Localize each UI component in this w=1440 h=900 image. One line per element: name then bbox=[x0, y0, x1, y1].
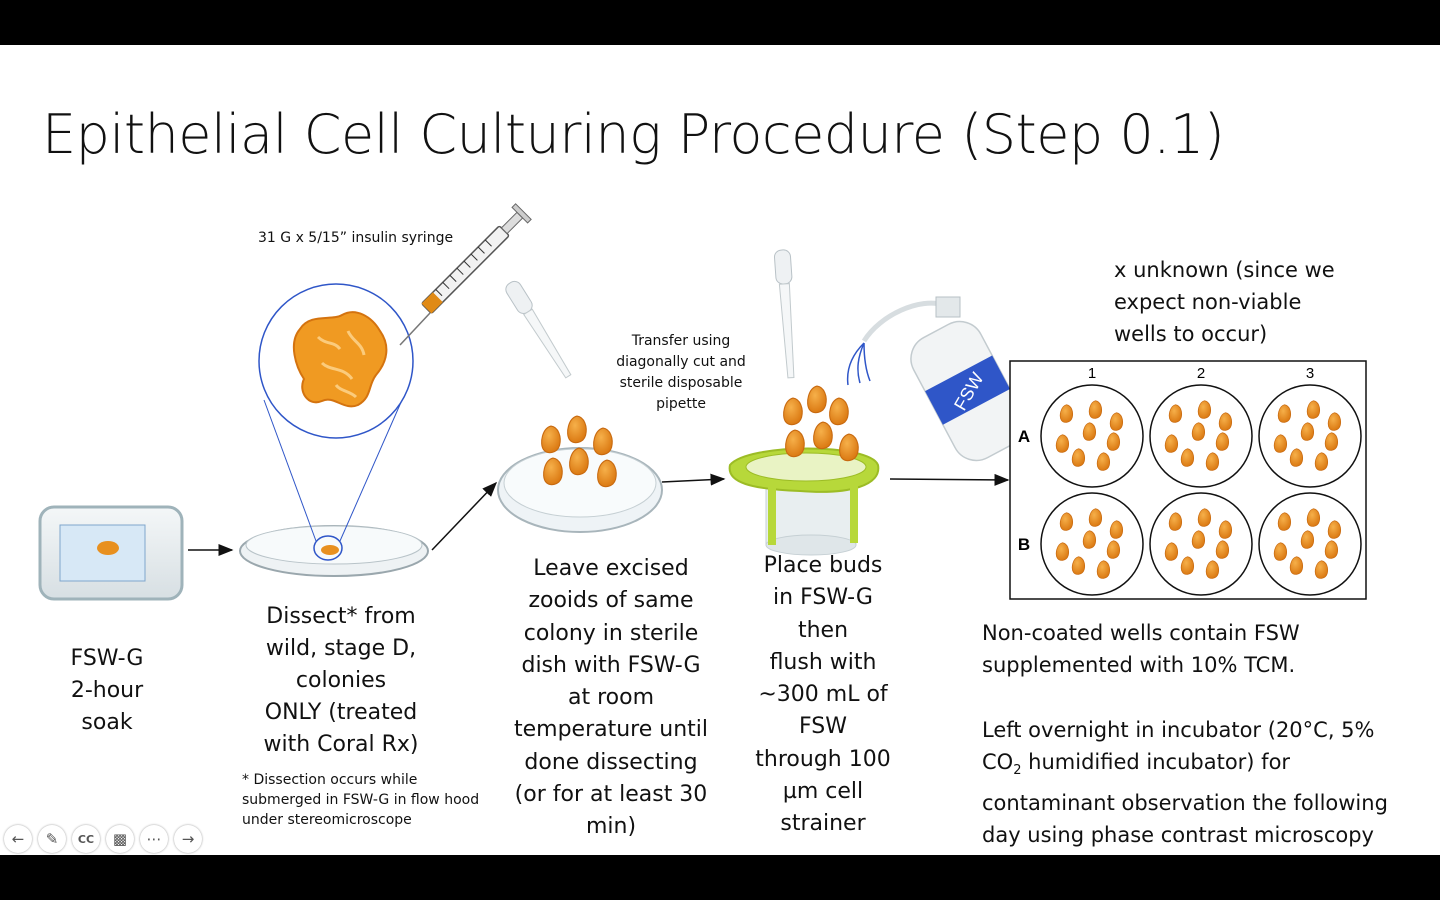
overnight-line-3: contaminant observation the following da… bbox=[982, 791, 1388, 848]
cc-icon[interactable]: CC bbox=[72, 825, 100, 853]
glass-container-icon bbox=[38, 505, 184, 601]
overnight-line-2: CO2 humidified incubator) for bbox=[982, 746, 1432, 787]
x-unknown-label: x unknown (since we expect non-viable we… bbox=[1114, 258, 1335, 346]
diagram-artwork: FSW 1 2 3 A B bbox=[38, 203, 1367, 601]
back-icon[interactable]: ← bbox=[4, 825, 32, 853]
overnight-line-2-rest: humidified incubator) for bbox=[1021, 750, 1291, 774]
well-plate: 1 2 3 A B bbox=[1009, 360, 1367, 600]
non-coated-label: Non-coated wells contain FSW supplemente… bbox=[982, 621, 1300, 677]
place-label: Place buds in FSW-G then flush with ~300… bbox=[755, 553, 891, 837]
co-text: CO bbox=[982, 750, 1014, 774]
syringe-label: 31 G x 5/15” insulin syringe bbox=[258, 230, 454, 246]
plate-column-label: 2 bbox=[1197, 365, 1205, 382]
slide: FSW 1 2 3 A B Epithelial Cell Culturing Proc… bbox=[0, 45, 1440, 855]
pipette-icon-2 bbox=[773, 249, 795, 379]
plate-column-label: 3 bbox=[1306, 365, 1314, 382]
transfer-label: Transfer using diagonally cut and steril… bbox=[616, 333, 746, 412]
syringe-icon bbox=[399, 203, 532, 346]
co-subscript: 2 bbox=[1013, 763, 1022, 779]
plate-row-label: A bbox=[1018, 427, 1030, 446]
overnight-label: Left overnight in incubator (20°C, 5% CO… bbox=[982, 714, 1432, 851]
dissect-label: Dissect* from wild, stage D, colonies ON… bbox=[263, 604, 419, 757]
leave-label: Leave excised zooids of same colony in s… bbox=[513, 556, 708, 840]
page-title: Epithelial Cell Culturing Procedure (Ste… bbox=[42, 103, 1225, 166]
petri-dish-buds-icon bbox=[497, 415, 663, 533]
presentation-toolbar: ← ✎ CC ▩ ⋯ → bbox=[4, 824, 202, 854]
video-off-icon[interactable]: ▩ bbox=[106, 825, 134, 853]
cell-strainer-icon bbox=[728, 385, 880, 556]
spray-lines bbox=[846, 342, 871, 386]
forward-icon[interactable]: → bbox=[174, 825, 202, 853]
petri-dish-dissect-icon bbox=[239, 283, 429, 577]
pipette-icon-1 bbox=[505, 280, 572, 379]
plate-row-label: B bbox=[1018, 535, 1030, 554]
dissect-note: * Dissection occurs while submerged in F… bbox=[242, 772, 480, 828]
soak-label: FSW-G 2-hour soak bbox=[70, 646, 144, 735]
overnight-line-1: Left overnight in incubator (20°C, 5% bbox=[982, 718, 1375, 742]
plate-column-label: 1 bbox=[1088, 365, 1096, 382]
more-icon[interactable]: ⋯ bbox=[140, 825, 168, 853]
pen-icon[interactable]: ✎ bbox=[38, 825, 66, 853]
wash-bottle-icon: FSW bbox=[861, 296, 1026, 462]
